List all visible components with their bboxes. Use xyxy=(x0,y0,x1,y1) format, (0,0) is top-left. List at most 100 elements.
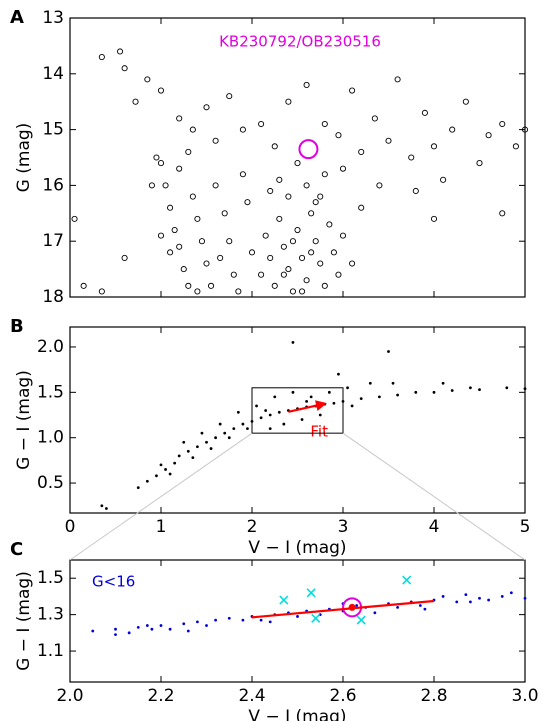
connector xyxy=(69,432,253,561)
y-tick-label: 1.5 xyxy=(37,568,64,588)
point xyxy=(189,193,196,200)
point xyxy=(358,148,365,155)
point xyxy=(267,254,274,261)
point xyxy=(185,148,192,155)
point xyxy=(350,404,354,408)
y-axis-label: G (mag) xyxy=(14,123,34,193)
x-tick-label: 2.2 xyxy=(147,686,174,706)
point xyxy=(358,204,365,211)
point xyxy=(267,187,274,195)
y-tick-label: 2.0 xyxy=(37,337,64,357)
point xyxy=(227,616,231,620)
point xyxy=(182,440,186,444)
point xyxy=(235,288,242,295)
point xyxy=(194,288,201,295)
point xyxy=(500,595,504,598)
point xyxy=(321,171,328,178)
point xyxy=(485,132,492,139)
point xyxy=(499,120,506,128)
point xyxy=(391,381,395,385)
point xyxy=(271,282,278,289)
point xyxy=(289,288,297,295)
point xyxy=(440,176,447,183)
point xyxy=(121,254,128,261)
point xyxy=(449,126,456,133)
y-axis-label: G − I (mag) xyxy=(14,370,34,470)
point xyxy=(499,210,506,217)
point xyxy=(327,390,331,394)
point xyxy=(332,401,336,405)
point xyxy=(153,154,160,161)
point xyxy=(469,386,472,390)
point xyxy=(186,449,190,453)
point xyxy=(236,410,240,414)
point xyxy=(312,238,319,245)
point xyxy=(114,627,117,631)
point xyxy=(223,431,227,435)
point xyxy=(478,388,481,392)
panel-letter: A xyxy=(10,7,24,28)
point xyxy=(230,271,237,278)
point xyxy=(264,409,268,412)
axes-frame xyxy=(69,559,526,683)
point xyxy=(464,593,468,596)
point xyxy=(408,154,415,161)
point xyxy=(244,199,251,206)
point xyxy=(355,604,359,607)
point xyxy=(273,395,277,399)
point xyxy=(298,288,306,295)
point xyxy=(318,413,322,417)
point xyxy=(145,624,149,627)
point xyxy=(317,193,324,200)
x-tick-label: 3 xyxy=(338,517,349,537)
point xyxy=(312,199,319,206)
point xyxy=(282,422,286,426)
point xyxy=(303,81,310,89)
point xyxy=(291,341,295,344)
x-tick-label: 1 xyxy=(156,517,167,537)
chart-title: KB230792/OB230516 xyxy=(219,33,381,51)
x-axis-label: V − I (mag) xyxy=(248,707,346,721)
point xyxy=(441,381,445,385)
point xyxy=(285,98,292,105)
point xyxy=(280,243,287,250)
point xyxy=(171,226,178,234)
point xyxy=(487,598,490,602)
point xyxy=(305,400,308,403)
point xyxy=(191,456,195,460)
point xyxy=(300,418,304,421)
point xyxy=(432,390,436,394)
point xyxy=(105,507,108,510)
point xyxy=(132,98,139,105)
point xyxy=(168,472,172,476)
point xyxy=(509,591,513,595)
fit-label: Fit xyxy=(310,422,328,440)
point xyxy=(308,210,315,217)
point xyxy=(359,397,363,401)
y-tick-label: 16 xyxy=(42,175,64,195)
point xyxy=(241,618,245,622)
note: G<16 xyxy=(92,573,135,591)
point xyxy=(298,254,306,261)
connector xyxy=(342,432,526,561)
point xyxy=(521,126,529,133)
point xyxy=(268,413,272,417)
point xyxy=(226,93,233,100)
point xyxy=(173,461,177,465)
y-tick-label: 0.5 xyxy=(37,473,64,493)
point xyxy=(523,596,527,600)
point xyxy=(441,595,445,598)
axes-frame xyxy=(69,17,526,298)
point xyxy=(167,249,174,256)
point xyxy=(150,627,154,631)
x-tick-label: 3.0 xyxy=(511,686,538,706)
point xyxy=(127,631,131,635)
point xyxy=(402,575,412,585)
point xyxy=(412,187,419,195)
point xyxy=(155,474,158,478)
point xyxy=(227,436,231,440)
point xyxy=(196,445,199,449)
point xyxy=(177,454,181,458)
point xyxy=(159,624,163,627)
point xyxy=(168,627,172,631)
